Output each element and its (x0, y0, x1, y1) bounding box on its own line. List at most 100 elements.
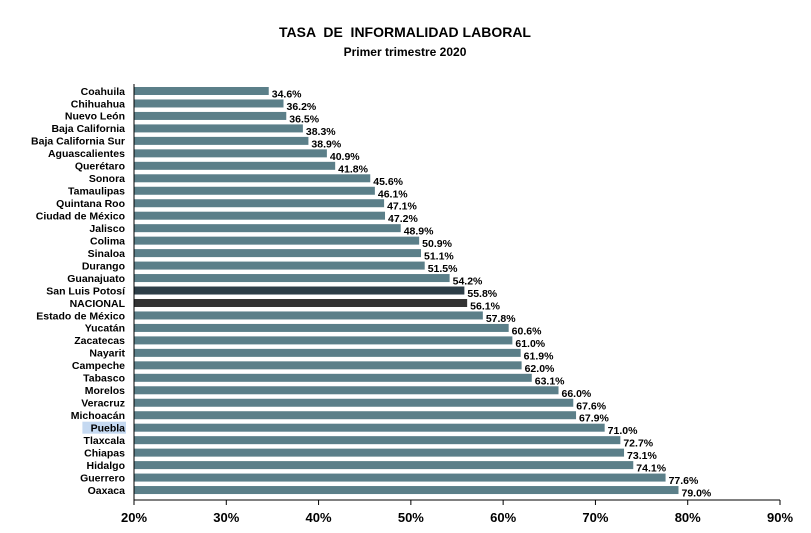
category-label-nayarit: Nayarit (89, 348, 125, 360)
bar-jalisco (134, 224, 401, 233)
bar-nuevo-leon (134, 111, 287, 120)
category-label-yucatan: Yucatán (85, 323, 125, 335)
bar-tamaulipas (134, 186, 375, 195)
value-label-guerrero: 77.6% (669, 475, 699, 487)
bar-durango (134, 261, 425, 270)
category-label-sonora: Sonora (89, 173, 125, 185)
bar-veracruz (134, 398, 574, 407)
category-label-veracruz: Veracruz (81, 398, 125, 410)
x-tick-label-60: 60% (490, 510, 516, 525)
value-label-coahuila: 34.6% (272, 89, 302, 101)
value-label-nayarit: 61.9% (524, 350, 554, 362)
category-label-estado-de-mexico: Estado de México (36, 310, 125, 322)
bar-guanajuato (134, 274, 450, 283)
category-label-puebla: Puebla (91, 422, 126, 434)
value-label-campeche: 62.0% (525, 363, 555, 375)
bar-michoacan (134, 411, 577, 420)
category-label-hidalgo: Hidalgo (87, 460, 126, 472)
category-label-queretaro: Querétaro (75, 161, 125, 173)
category-label-aguascalientes: Aguascalientes (48, 148, 125, 160)
value-label-jalisco: 48.9% (404, 226, 434, 238)
category-label-michoacan: Michoacán (71, 410, 125, 422)
bar-sinaloa (134, 249, 422, 258)
value-label-tlaxcala: 72.7% (623, 438, 653, 450)
bar-sonora (134, 174, 371, 183)
bars-layer (134, 87, 679, 495)
bar-baja-california (134, 124, 303, 133)
bar-yucatan (134, 323, 509, 332)
bar-estado-de-mexico (134, 311, 483, 320)
value-label-baja-california-sur: 38.9% (311, 138, 341, 150)
category-label-durango: Durango (82, 260, 125, 272)
value-label-puebla: 71.0% (608, 425, 638, 437)
category-label-tamaulipas: Tamaulipas (68, 186, 125, 198)
bar-baja-california-sur (134, 136, 309, 145)
x-tick-label-30: 30% (213, 510, 239, 525)
bar-guerrero (134, 473, 666, 482)
category-label-chiapas: Chiapas (84, 447, 125, 459)
bar-tabasco (134, 373, 532, 382)
category-label-campeche: Campeche (72, 360, 125, 372)
value-label-colima: 50.9% (422, 238, 452, 250)
category-label-zacatecas: Zacatecas (74, 335, 125, 347)
value-label-sonora: 45.6% (373, 176, 403, 188)
x-tick-label-90: 90% (767, 510, 793, 525)
bar-zacatecas (134, 336, 513, 345)
bar-chihuahua (134, 99, 284, 108)
bar-san-luis-potosi (134, 286, 465, 295)
value-label-nacional: 56.1% (470, 300, 500, 312)
bar-oaxaca (134, 486, 679, 495)
category-label-oaxaca: Oaxaca (88, 485, 126, 497)
value-label-baja-california: 38.3% (306, 126, 336, 138)
x-tick-label-20: 20% (121, 510, 147, 525)
chart-subtitle: Primer trimestre 2020 (344, 45, 467, 59)
value-label-san-luis-potosi: 55.8% (467, 288, 497, 300)
value-label-chihuahua: 36.2% (287, 101, 317, 113)
value-label-guanajuato: 54.2% (453, 276, 483, 288)
bar-campeche (134, 361, 522, 370)
value-label-zacatecas: 61.0% (515, 338, 545, 350)
bar-coahuila (134, 87, 269, 95)
bar-queretaro (134, 161, 336, 170)
value-label-tabasco: 63.1% (535, 375, 565, 387)
category-label-nacional: NACIONAL (70, 298, 126, 310)
value-label-ciudad-de-mexico: 47.2% (388, 213, 418, 225)
x-axis: 20% 30% 40% 50% 60% 70% 80% 90% (121, 84, 793, 525)
category-label-ciudad-de-mexico: Ciudad de México (36, 211, 125, 223)
value-label-chiapas: 73.1% (627, 450, 657, 462)
value-label-oaxaca: 79.0% (681, 488, 711, 500)
category-label-colima: Colima (90, 235, 125, 247)
category-label-baja-california: Baja California (51, 123, 125, 135)
category-label-guanajuato: Guanajuato (67, 273, 125, 285)
category-label-coahuila: Coahuila (81, 86, 125, 98)
category-label-sinaloa: Sinaloa (88, 248, 126, 260)
value-label-veracruz: 67.6% (576, 400, 606, 412)
value-label-morelos: 66.0% (562, 388, 592, 400)
bar-nacional (134, 298, 468, 307)
category-label-nuevo-leon: Nuevo León (65, 111, 125, 123)
category-label-san-luis-potosi: San Luis Potosí (46, 285, 126, 297)
value-label-aguascalientes: 40.9% (330, 151, 360, 163)
value-label-sinaloa: 51.1% (424, 251, 454, 263)
value-label-michoacan: 67.9% (579, 413, 609, 425)
category-label-guerrero: Guerrero (80, 472, 125, 484)
category-label-chihuahua: Chihuahua (71, 98, 125, 110)
category-label-morelos: Morelos (85, 385, 125, 397)
value-label-tamaulipas: 46.1% (378, 188, 408, 200)
x-tick-label-70: 70% (582, 510, 608, 525)
value-label-queretaro: 41.8% (338, 163, 368, 175)
bar-hidalgo (134, 461, 634, 470)
category-label-tlaxcala: Tlaxcala (84, 435, 126, 447)
label-highlight-layer (82, 421, 126, 434)
x-tick-label-50: 50% (398, 510, 424, 525)
category-label-tabasco: Tabasco (83, 373, 125, 385)
bar-ciudad-de-mexico (134, 211, 386, 220)
bar-puebla (134, 423, 605, 432)
bar-chiapas (134, 448, 625, 457)
bar-quintana-roo (134, 199, 385, 208)
value-label-yucatan: 60.6% (512, 325, 542, 337)
category-label-quintana-roo: Quintana Roo (56, 198, 125, 210)
bar-colima (134, 236, 420, 245)
